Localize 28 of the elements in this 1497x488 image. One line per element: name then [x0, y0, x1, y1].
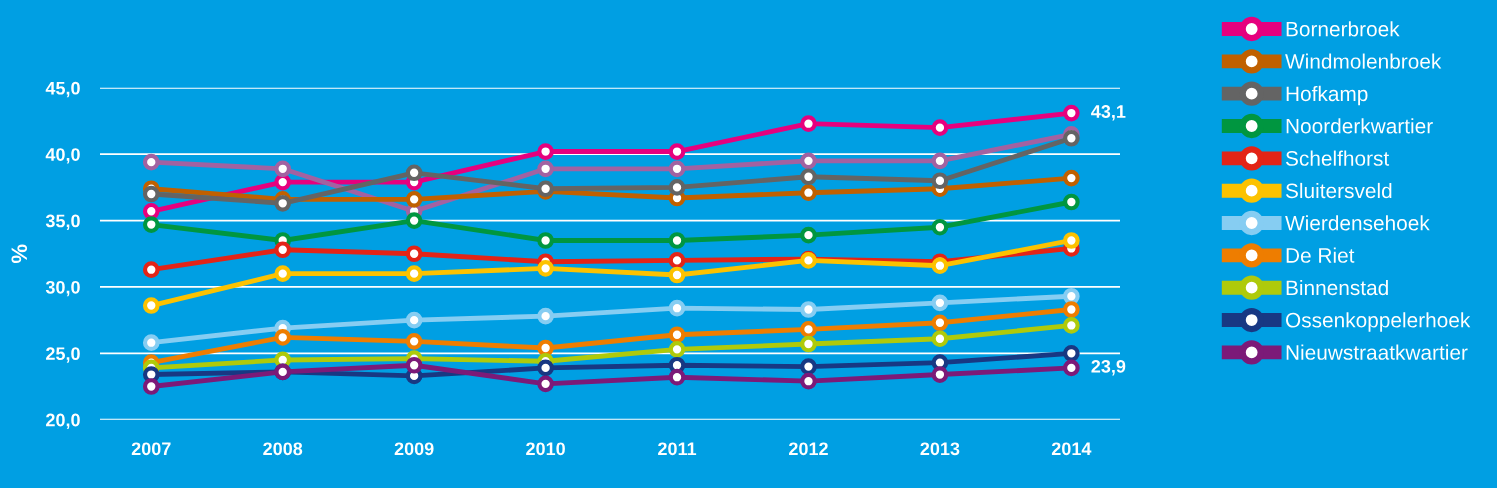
data-label: 43,1	[1091, 105, 1126, 121]
x-tick-label: 2013	[920, 442, 960, 456]
y-tick-label: 30,0	[45, 280, 80, 297]
y-tick-label: 40,0	[45, 148, 80, 164]
legend-label: Schelfhorst	[1285, 150, 1390, 166]
y-tick-label: 45,0	[45, 81, 80, 98]
legend-label: Nieuwstraatkwartier	[1286, 344, 1468, 360]
y-tick-label: 35,0	[45, 214, 80, 230]
legend-label: Windmolenbroek	[1285, 53, 1442, 69]
x-tick-label: 2010	[526, 442, 565, 456]
x-tick-label: 2008	[263, 442, 303, 456]
legend-label: Wierdensehoek	[1285, 215, 1430, 231]
legend-label: De Riet	[1286, 247, 1355, 263]
legend-label: Ossenkoppelerhoek	[1285, 312, 1471, 332]
y-axis-title: %	[11, 244, 28, 264]
y-tick-label: 20,0	[46, 413, 80, 430]
legend-label: Binnenstad	[1286, 279, 1388, 296]
x-tick-label: 2011	[658, 442, 697, 456]
legend-label: Bornerbroek	[1286, 21, 1400, 37]
x-tick-label: 2012	[789, 442, 828, 456]
data-label: 23,9	[1091, 359, 1126, 376]
legend-label: Sluitersveld	[1285, 182, 1392, 199]
x-tick-label: 2014	[1051, 442, 1092, 456]
x-tick-label: 2009	[394, 442, 434, 456]
x-tick-label: 2007	[131, 442, 171, 456]
y-tick-label: 25,0	[46, 347, 80, 363]
legend-label: Hofkamp	[1286, 85, 1368, 106]
legend-label: Noorderkwartier	[1286, 118, 1433, 134]
